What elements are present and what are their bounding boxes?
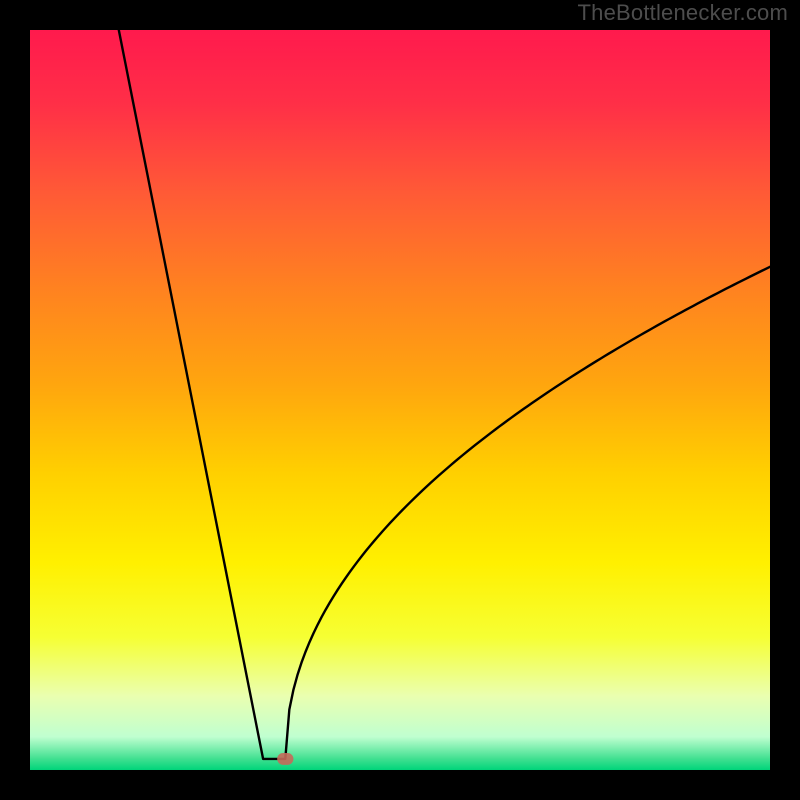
vertex-marker	[277, 753, 293, 765]
watermark-text: TheBottlenecker.com	[578, 0, 788, 26]
plot-svg	[30, 30, 770, 770]
bottleneck-curve	[119, 30, 770, 759]
figure: TheBottlenecker.com	[0, 0, 800, 800]
plot-area	[30, 30, 770, 770]
